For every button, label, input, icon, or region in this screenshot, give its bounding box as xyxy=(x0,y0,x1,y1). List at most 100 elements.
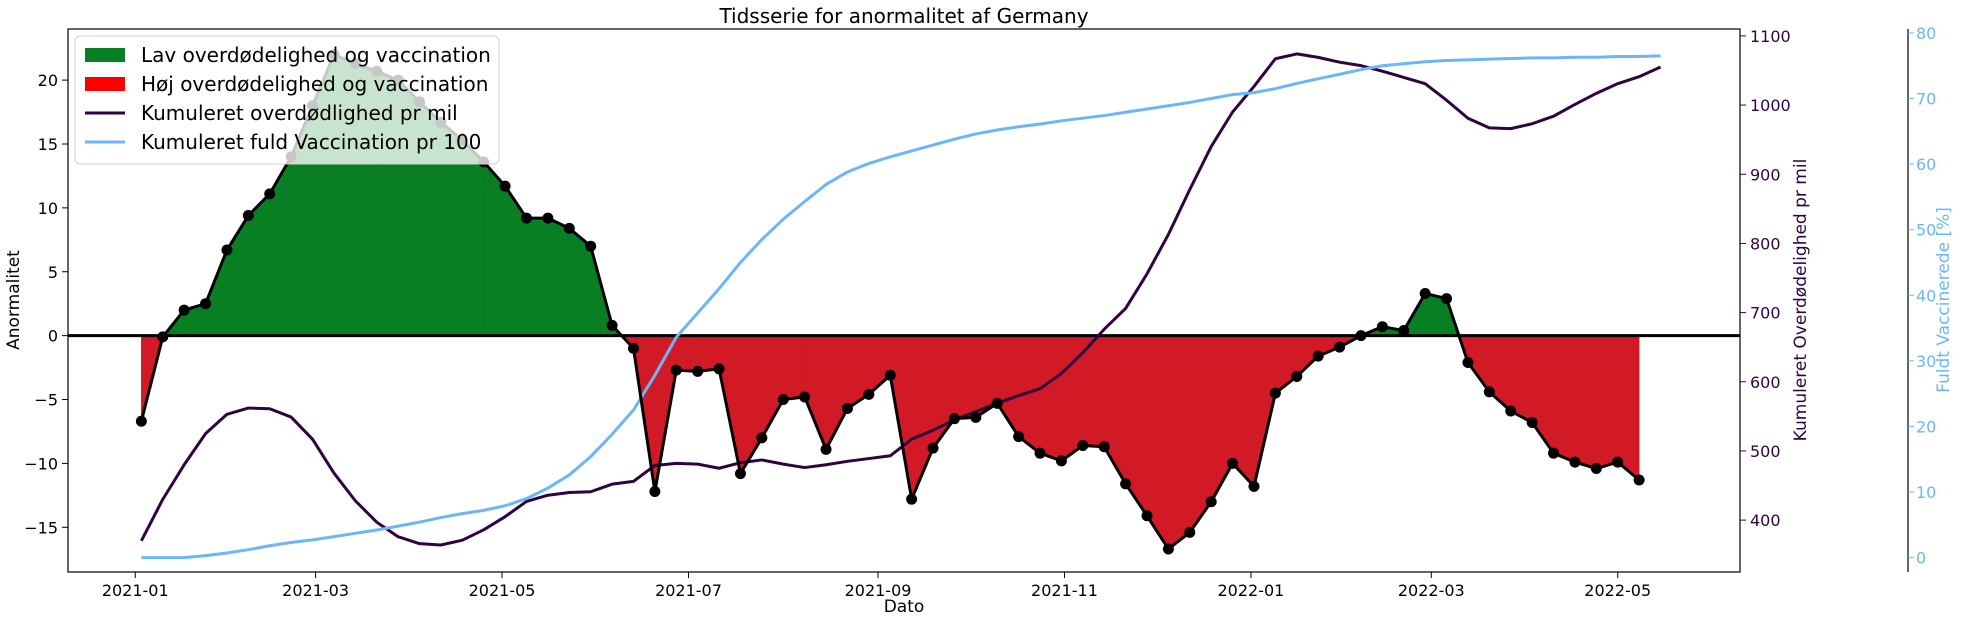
y-tick-label-mortality: 800 xyxy=(1750,234,1781,253)
y-tick-label-vaccinated: 60 xyxy=(1916,155,1936,174)
anomaly-point xyxy=(1248,480,1260,492)
y-tick-label-left: 20 xyxy=(38,71,58,90)
x-tick-label: 2021-03 xyxy=(282,581,349,600)
high-excess-fill xyxy=(1574,335,1597,469)
x-tick-label: 2021-05 xyxy=(469,581,536,600)
anomaly-point xyxy=(585,240,597,252)
y-tick-label-left: 10 xyxy=(38,199,58,218)
anomaly-point xyxy=(927,442,939,454)
plot-frame xyxy=(67,28,1741,573)
anomaly-point xyxy=(948,413,960,425)
anomaly-point xyxy=(713,363,725,375)
high-excess-fill xyxy=(1103,335,1126,485)
y-tick-label-mortality: 900 xyxy=(1750,165,1781,184)
y-tick-label-left: 5 xyxy=(48,263,58,282)
anomaly-point xyxy=(542,212,554,224)
anomaly-point xyxy=(1548,447,1560,459)
anomaly-point xyxy=(906,493,918,505)
vaccination-series-line xyxy=(141,54,1661,560)
anomaly-point xyxy=(1120,478,1132,490)
anomaly-point xyxy=(157,331,169,343)
legend-swatch xyxy=(85,48,125,62)
high-excess-fill xyxy=(761,335,784,439)
y-tick-label-left: 0 xyxy=(48,327,58,346)
anomaly-point xyxy=(649,486,661,498)
anomaly-point xyxy=(1633,474,1645,486)
y-tick-label-left: −5 xyxy=(34,391,58,410)
x-tick-label: 2021-01 xyxy=(102,581,169,600)
anomaly-point xyxy=(221,244,233,256)
low-excess-fill xyxy=(462,139,485,336)
anomaly-point xyxy=(1291,371,1303,383)
anomaly-point xyxy=(499,180,511,192)
y-tick-label-left: 15 xyxy=(38,135,58,154)
y-tick-label-vaccinated: 30 xyxy=(1916,352,1936,371)
anomaly-point xyxy=(521,212,533,224)
anomaly-point xyxy=(242,210,254,222)
x-axis-title: Dato xyxy=(884,597,925,617)
anomaly-point xyxy=(1312,350,1324,362)
anomaly-point xyxy=(841,402,853,414)
anomaly-point xyxy=(1077,440,1089,452)
high-excess-fill xyxy=(1082,335,1105,448)
y-axis-title-left: Anormalitet xyxy=(4,250,24,350)
y-tick-label-vaccinated: 0 xyxy=(1916,549,1926,568)
y-tick-label-vaccinated: 10 xyxy=(1916,483,1936,502)
anomaly-point xyxy=(1055,455,1067,467)
x-tick-label: 2022-03 xyxy=(1398,581,1465,600)
anomaly-point xyxy=(1526,417,1538,429)
anomaly-point xyxy=(799,391,811,403)
anomaly-point xyxy=(692,365,704,377)
anomaly-point xyxy=(1034,447,1046,459)
legend-label: Kumuleret overdødlighed pr mil xyxy=(141,101,458,125)
high-excess-fill xyxy=(1553,335,1576,463)
y-tick-label-left: −10 xyxy=(24,454,58,473)
high-excess-fill xyxy=(1210,335,1233,503)
anomaly-point xyxy=(1355,330,1367,342)
anomaly-point xyxy=(884,369,896,381)
anomaly-point xyxy=(970,411,982,423)
y-tick-label-vaccinated: 70 xyxy=(1916,90,1936,109)
low-excess-fill xyxy=(269,155,292,336)
anomaly-point xyxy=(1205,496,1217,508)
legend-label: Høj overdødelighed og vaccination xyxy=(141,72,488,96)
anomaly-point xyxy=(264,188,276,200)
anomaly-point xyxy=(1398,325,1410,337)
mortality-series-line xyxy=(140,52,1662,547)
x-tick-label: 2021-07 xyxy=(655,581,722,600)
anomaly-point xyxy=(1505,405,1517,417)
low-excess-fill xyxy=(526,217,549,336)
chart-title: Tidsserie for anormalitet af Germany xyxy=(718,4,1088,28)
anomaly-point xyxy=(1098,441,1110,453)
anomaly-point xyxy=(135,415,147,427)
anomaly-point xyxy=(627,342,639,354)
y-tick-label-vaccinated: 20 xyxy=(1916,417,1936,436)
anomaly-point xyxy=(1376,321,1388,333)
anomaly-point xyxy=(1184,526,1196,538)
anomaly-point xyxy=(1141,510,1153,522)
anomaly-point xyxy=(200,298,212,310)
anomaly-point xyxy=(1569,456,1581,468)
anomaly-point xyxy=(1590,463,1602,475)
anomaly-point xyxy=(991,397,1003,409)
anomaly-point xyxy=(1269,387,1281,399)
y-tick-label-mortality: 1100 xyxy=(1750,27,1791,46)
x-tick-label: 2022-05 xyxy=(1584,581,1651,600)
y-tick-label-mortality: 600 xyxy=(1750,373,1781,392)
y-axis-title-mortality: Kumuleret Overdødelighed pr mil xyxy=(1791,159,1811,442)
anomaly-point xyxy=(1441,293,1453,305)
y-tick-label-vaccinated: 50 xyxy=(1916,221,1936,240)
anomaly-point xyxy=(1013,431,1025,443)
anomaly-point xyxy=(1162,543,1174,555)
anomaly-point xyxy=(734,468,746,480)
anomaly-point xyxy=(1419,287,1431,299)
legend-label: Kumuleret fuld Vaccination pr 100 xyxy=(141,130,481,154)
anomaly-point xyxy=(777,394,789,406)
anomaly-point xyxy=(863,388,875,400)
anomaly-point xyxy=(1227,457,1239,469)
anomaly-point xyxy=(820,443,832,455)
y-axis-title-vaccinated: Fuldt Vaccinerede [%] xyxy=(1934,207,1954,393)
y-tick-label-vaccinated: 80 xyxy=(1916,24,1936,43)
